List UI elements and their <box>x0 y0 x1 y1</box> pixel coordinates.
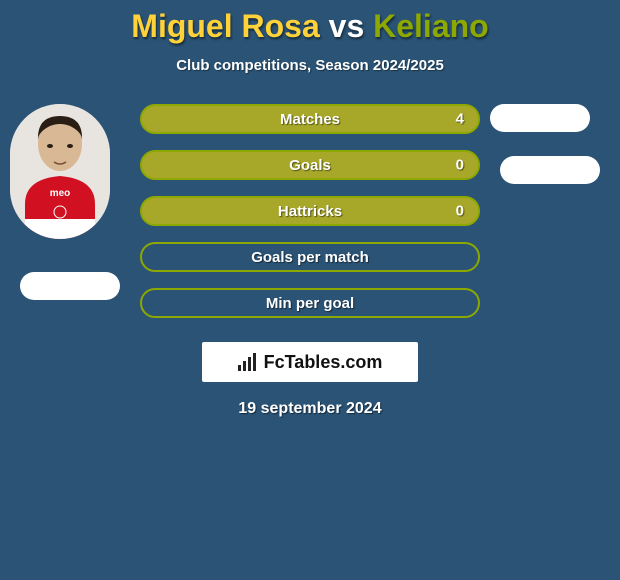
stat-label: Goals per match <box>251 249 369 266</box>
vs-word: vs <box>329 8 365 44</box>
stat-label: Min per goal <box>266 295 354 312</box>
subtitle: Club competitions, Season 2024/2025 <box>0 57 620 74</box>
right-blank-pill-1 <box>490 104 590 132</box>
player-avatar-icon: meo <box>10 104 110 239</box>
stats-area: meo Matches 4 Goals 0 Hattricks 0 Goals per ma… <box>0 104 620 334</box>
stat-bar-hattricks: Hattricks 0 <box>140 196 480 226</box>
logo-text: FcTables.com <box>264 352 383 373</box>
bar-chart-icon <box>238 353 260 371</box>
left-blank-pill <box>20 272 120 300</box>
stat-bar-min-per-goal: Min per goal <box>140 288 480 318</box>
stat-value: 4 <box>456 111 464 128</box>
stat-bar-matches: Matches 4 <box>140 104 480 134</box>
stat-label: Hattricks <box>278 203 342 220</box>
stat-value: 0 <box>456 203 464 220</box>
stat-value: 0 <box>456 157 464 174</box>
svg-text:meo: meo <box>50 188 71 199</box>
stat-bar-goals-per-match: Goals per match <box>140 242 480 272</box>
stat-label: Goals <box>289 157 331 174</box>
player2-name: Keliano <box>373 8 489 44</box>
stat-bars: Matches 4 Goals 0 Hattricks 0 Goals per match M… <box>140 104 480 334</box>
stat-bar-goals: Goals 0 <box>140 150 480 180</box>
right-blank-pill-2 <box>500 156 600 184</box>
date-line: 19 september 2024 <box>0 400 620 418</box>
player1-photo: meo <box>10 104 110 239</box>
fctables-logo: FcTables.com <box>202 342 418 382</box>
comparison-title: Miguel Rosa vs Keliano <box>0 0 620 45</box>
player1-name: Miguel Rosa <box>131 8 319 44</box>
stat-label: Matches <box>280 111 340 128</box>
